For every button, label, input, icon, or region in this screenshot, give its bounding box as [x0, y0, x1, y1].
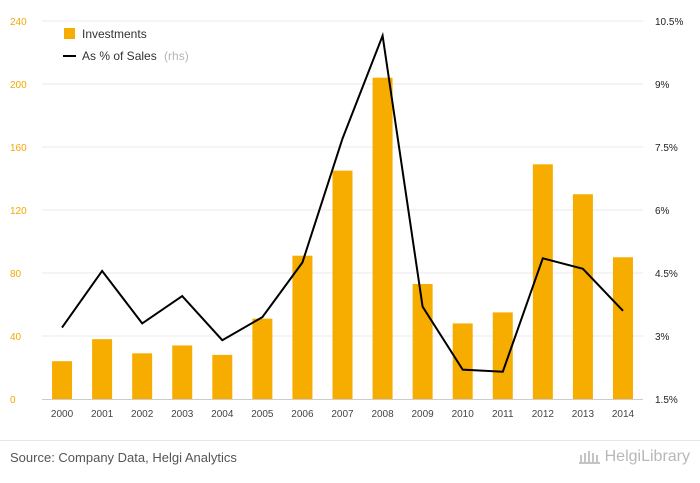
right-tick-label: 10.5% — [655, 17, 683, 28]
bar-2011 — [492, 312, 513, 399]
bar-2014 — [612, 257, 633, 399]
x-tick-label: 2004 — [211, 409, 234, 420]
right-tick-label: 9% — [655, 80, 670, 91]
legend-label-sales-name: As % of Sales — [82, 49, 157, 63]
legend-swatch-investments — [64, 28, 75, 39]
chart: 0 40 80 120 160 200 240 1.5% 3% 4.5% 6% 7.5% 9% 10.5… — [10, 17, 683, 420]
x-tick-label: 2000 — [51, 409, 74, 420]
bar-2000 — [52, 361, 73, 399]
bar-2010 — [452, 323, 473, 399]
x-axis: 2000 2001 2002 2003 2004 2005 2006 2007 2008 2009… — [51, 409, 635, 420]
brand-name: HelgiLibrary — [604, 448, 690, 465]
bar-2002 — [132, 353, 153, 399]
bar-2001 — [92, 339, 113, 399]
source-note: Source: Company Data, Helgi Analytics — [10, 450, 237, 465]
left-tick-label: 160 — [10, 143, 27, 154]
right-tick-label: 6% — [655, 206, 670, 217]
left-tick-label: 120 — [10, 206, 27, 217]
bar-series — [52, 77, 633, 399]
x-tick-label: 2002 — [131, 409, 154, 420]
x-tick-label: 2014 — [612, 409, 635, 420]
x-tick-label: 2008 — [371, 409, 394, 420]
right-tick-label: 7.5% — [655, 143, 678, 154]
footer-divider — [0, 440, 700, 441]
x-tick-label: 2001 — [91, 409, 114, 420]
left-tick-label: 80 — [10, 269, 22, 280]
x-tick-label: 2010 — [452, 409, 475, 420]
right-tick-label: 3% — [655, 332, 670, 343]
x-tick-label: 2009 — [412, 409, 435, 420]
bar-2005 — [252, 318, 273, 399]
legend: Investments As % of Sales (rhs) — [63, 27, 189, 63]
legend-label-sales-note: (rhs) — [164, 49, 189, 63]
brand-logo: HelgiLibrary — [578, 448, 690, 466]
x-tick-label: 2005 — [251, 409, 274, 420]
bar-2012 — [532, 164, 553, 399]
left-tick-label: 200 — [10, 80, 27, 91]
legend-label-sales: As % of Sales (rhs) — [82, 49, 189, 63]
x-tick-label: 2007 — [331, 409, 354, 420]
bar-2004 — [212, 354, 233, 399]
left-tick-label: 0 — [10, 395, 16, 406]
line-as-pct-of-sales — [61, 31, 624, 373]
bar-2008 — [372, 77, 393, 399]
bar-2006 — [292, 255, 313, 399]
x-tick-label: 2003 — [171, 409, 194, 420]
left-axis: 0 40 80 120 160 200 240 — [10, 17, 27, 406]
bar-2003 — [172, 345, 193, 399]
library-building-icon — [578, 451, 600, 464]
x-tick-label: 2012 — [532, 409, 555, 420]
left-tick-label: 40 — [10, 332, 22, 343]
right-tick-label: 1.5% — [655, 395, 678, 406]
legend-label-investments: Investments — [82, 27, 147, 41]
bar-2013 — [572, 194, 593, 399]
x-tick-label: 2013 — [572, 409, 595, 420]
right-tick-label: 4.5% — [655, 269, 678, 280]
x-tick-label: 2006 — [291, 409, 314, 420]
right-axis: 1.5% 3% 4.5% 6% 7.5% 9% 10.5% — [655, 17, 683, 406]
bar-2007 — [332, 170, 353, 399]
left-tick-label: 240 — [10, 17, 27, 28]
x-tick-label: 2011 — [492, 409, 514, 420]
line-series — [61, 31, 624, 373]
